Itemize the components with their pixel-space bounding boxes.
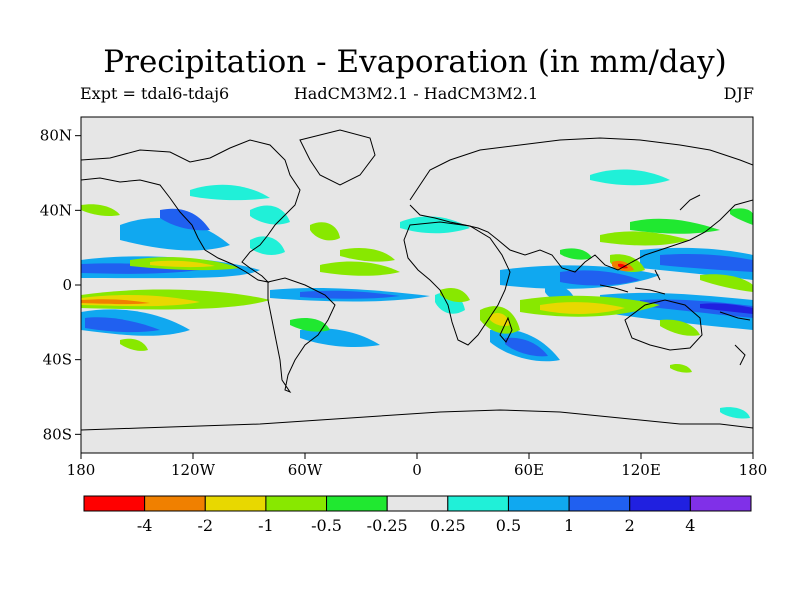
colorbar-swatch (629, 495, 691, 512)
map-background (81, 117, 753, 453)
colorbar-label: 0.25 (430, 516, 466, 535)
lon-tick-label: 120E (621, 461, 661, 479)
field-patch (660, 253, 753, 272)
anomaly-field (81, 169, 753, 419)
colorbar-label: -1 (258, 516, 274, 535)
coastline-antarctica (81, 409, 753, 431)
field-patch (630, 218, 720, 234)
colorbar-swatch (689, 495, 752, 512)
field-patch (700, 303, 753, 314)
colorbar-label: 2 (625, 516, 635, 535)
field-patch (310, 222, 340, 241)
colorbar-label: -0.5 (311, 516, 342, 535)
latitude-axis: 80N 40N 0 40S 80S (40, 127, 81, 443)
field-patch (440, 288, 470, 303)
field-patch (290, 318, 330, 332)
lat-tick-label: 80N (40, 127, 72, 145)
coastlines (81, 129, 753, 431)
field-patch (160, 208, 210, 231)
colorbar-swatch (507, 495, 570, 512)
coastline-madagascar (499, 316, 513, 343)
field-patch (340, 248, 395, 262)
coastline-north-america (81, 139, 301, 283)
field-patch (300, 328, 380, 348)
field-patch (190, 184, 270, 201)
field-patch (250, 236, 285, 255)
lon-tick-label: 0 (412, 461, 422, 479)
colorbar-swatch (326, 495, 388, 512)
colorbar-label: 1 (564, 516, 574, 535)
map-title: Precipitation - Evaporation (in mm/day) (103, 44, 727, 80)
lat-tick-label: 80S (43, 425, 72, 443)
field-patch (560, 270, 640, 286)
longitude-axis: 180 120W 60W 0 60E 120E 180 (67, 453, 768, 479)
colorbar-swatch (386, 495, 449, 512)
lat-tick-label: 0 (62, 276, 72, 294)
colorbar-swatch (144, 495, 206, 512)
field-patch (400, 216, 470, 234)
model-label: HadCM3M2.1 - HadCM3M2.1 (293, 84, 539, 103)
lon-tick-label: 60E (514, 461, 544, 479)
field-patch (618, 263, 628, 269)
coastline-greenland (299, 129, 376, 186)
season-label: DJF (723, 84, 754, 103)
field-patch (660, 319, 700, 336)
colorbar-label: -4 (137, 516, 153, 535)
colorbar-swatch (204, 495, 267, 512)
experiment-label: Expt = tdal6-tdaj6 (80, 84, 230, 103)
field-patch (320, 261, 400, 276)
colorbar-label: 4 (685, 516, 695, 535)
field-patch (700, 274, 753, 292)
field-patch (490, 313, 510, 327)
colorbar-swatch (265, 495, 328, 512)
colorbar-label: -2 (197, 516, 213, 535)
field-patch (81, 204, 120, 217)
field-patch (81, 299, 150, 305)
field-patch (505, 337, 548, 357)
field-patch (150, 260, 215, 268)
lon-tick-label: 180 (67, 461, 96, 479)
field-patch (120, 217, 230, 251)
field-patch (120, 338, 148, 351)
colorbar-swatch (568, 495, 631, 512)
colorbar-swatch (447, 495, 509, 512)
field-patch (720, 407, 750, 419)
field-patch (85, 317, 160, 333)
lon-tick-label: 180 (739, 461, 768, 479)
field-patch (560, 248, 592, 260)
colorbar-swatch (83, 495, 146, 512)
lat-tick-label: 40S (43, 351, 72, 369)
field-patch (670, 363, 692, 373)
field-patch (300, 290, 400, 299)
lon-tick-label: 60W (288, 461, 323, 479)
field-patch (81, 263, 200, 274)
lat-tick-label: 40N (40, 201, 72, 219)
colorbar: -4 -2 -1 -0.5 -0.25 0.25 0.5 1 2 4 (83, 495, 752, 535)
field-patch (730, 208, 753, 225)
field-patch (590, 169, 670, 186)
coastline-south-america (267, 277, 336, 394)
field-patch (600, 231, 690, 246)
coastline-indonesia (599, 269, 751, 321)
lon-tick-label: 120W (171, 461, 216, 479)
colorbar-label: 0.5 (496, 516, 521, 535)
coastline-africa (403, 221, 511, 346)
field-patch (540, 302, 625, 314)
colorbar-label: -0.25 (367, 516, 408, 535)
coastline-australia (624, 299, 703, 351)
coastline-new-zealand (734, 344, 746, 366)
coastline-japan (679, 194, 701, 211)
